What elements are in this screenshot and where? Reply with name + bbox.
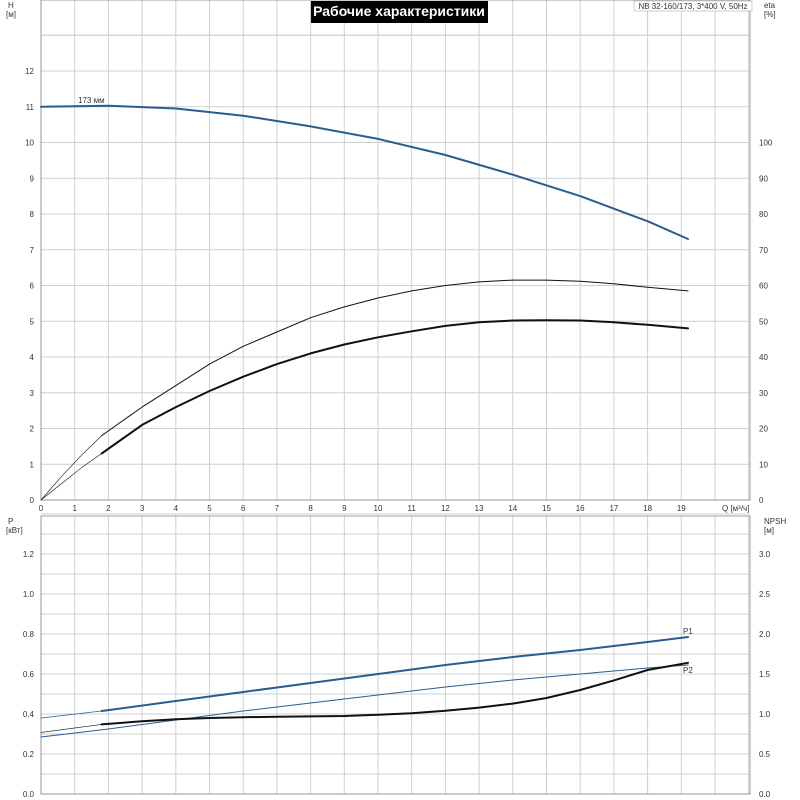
x-tick-label: 18: [643, 504, 652, 513]
model-box: [633, 0, 753, 12]
x-tick-label: 1: [72, 504, 77, 513]
x-tick-label: 14: [508, 504, 517, 513]
series-line-NPSH: [100, 661, 689, 726]
left-tick-label: 12: [25, 67, 34, 76]
x-tick-label: 15: [542, 504, 551, 513]
left-tick-label: 1.2: [23, 550, 35, 559]
right-tick-label: 80: [759, 210, 768, 219]
title-background: [311, 1, 488, 23]
series-line-NPSH_extrap: [40, 724, 102, 733]
right-tick-label: 1.5: [759, 670, 771, 679]
series-line-eta_thin_extrap: [40, 435, 102, 501]
x-tick-label: 3: [140, 504, 145, 513]
series-line-eta_thick: [100, 319, 689, 455]
left-tick-label: 6: [30, 282, 35, 291]
chart-title: Рабочие характеристики: [313, 3, 485, 19]
right-tick-label: 20: [759, 425, 768, 434]
left-tick-label: 0: [30, 496, 35, 505]
x-tick-label: 9: [342, 504, 347, 513]
x-tick-label: 19: [677, 504, 686, 513]
left-tick-label: 8: [30, 210, 35, 219]
text-layer: Рабочие характеристики NB 32-160/173, 3*…: [6, 0, 786, 799]
series-line-P2: [40, 664, 689, 738]
left-tick-label: 0.6: [23, 670, 35, 679]
left-tick-label: 2: [30, 425, 35, 434]
x-tick-label: 17: [609, 504, 618, 513]
x-tick-label: 0: [39, 504, 44, 513]
left-tick-label: 0.8: [23, 630, 35, 639]
right-tick-label: 2.0: [759, 630, 771, 639]
right-tick-label: 100: [759, 139, 773, 148]
x-tick-label: 13: [475, 504, 484, 513]
right-axis-label: eta: [764, 1, 776, 10]
left-tick-label: 1: [30, 460, 35, 469]
x-tick-label: 4: [174, 504, 179, 513]
left-tick-label: 0.2: [23, 750, 35, 759]
left-axis-unit: [м]: [6, 10, 16, 19]
x-tick-label: 5: [207, 504, 212, 513]
right-tick-label: 3.0: [759, 550, 771, 559]
series-line-H: [40, 104, 689, 240]
left-tick-label: 1.0: [23, 590, 35, 599]
x-tick-label: 6: [241, 504, 246, 513]
left-tick-label: 10: [25, 139, 34, 148]
impeller-diameter-label: 173 мм: [78, 96, 105, 105]
left-tick-label: 7: [30, 246, 35, 255]
series-line-P1: [100, 636, 689, 712]
left-tick-label: 5: [30, 317, 35, 326]
series-line-eta_thick_extrap: [40, 453, 102, 501]
right-axis-unit: [м]: [764, 526, 774, 535]
right-tick-label: 0.0: [759, 790, 771, 799]
right-tick-label: 0.5: [759, 750, 771, 759]
right-tick-label: 1.0: [759, 710, 771, 719]
right-tick-label: 0: [759, 496, 764, 505]
left-axis-unit: [кВт]: [6, 526, 23, 535]
right-tick-label: 70: [759, 246, 768, 255]
x-tick-label: 11: [408, 504, 417, 513]
left-tick-label: 0.4: [23, 710, 35, 719]
series-line-P1_extrap: [40, 710, 103, 719]
left-tick-label: 4: [30, 353, 35, 362]
x-tick-label: 12: [441, 504, 450, 513]
plot-frame: [40, 0, 751, 501]
right-tick-label: 50: [759, 317, 768, 326]
left-axis-label: H: [8, 1, 14, 10]
right-tick-label: 2.5: [759, 590, 771, 599]
x-tick-label: 10: [374, 504, 383, 513]
left-axis-label: P: [8, 517, 13, 526]
left-tick-label: 3: [30, 389, 35, 398]
plot-frame: [40, 515, 751, 795]
right-axis-label: NPSH: [764, 517, 786, 526]
series-label-P2: P2: [683, 666, 693, 675]
model-label: NB 32-160/173, 3*400 V, 50Hz: [638, 2, 747, 11]
grid: [40, 0, 751, 795]
left-tick-label: 0.0: [23, 790, 35, 799]
right-tick-label: 90: [759, 174, 768, 183]
x-tick-label: 16: [576, 504, 585, 513]
series-layer: [40, 104, 689, 738]
right-tick-label: 10: [759, 460, 768, 469]
left-tick-label: 9: [30, 174, 35, 183]
right-axis-unit: [%]: [764, 10, 776, 19]
series-line-eta_thin: [101, 279, 689, 437]
x-tick-label: 2: [106, 504, 111, 513]
x-axis-label: Q [м³/ч]: [722, 504, 749, 513]
right-tick-label: 30: [759, 389, 768, 398]
right-tick-label: 60: [759, 282, 768, 291]
right-tick-label: 40: [759, 353, 768, 362]
x-tick-label: 8: [308, 504, 313, 513]
x-tick-label: 7: [275, 504, 280, 513]
series-label-P1: P1: [683, 627, 693, 636]
left-tick-label: 11: [26, 103, 35, 112]
